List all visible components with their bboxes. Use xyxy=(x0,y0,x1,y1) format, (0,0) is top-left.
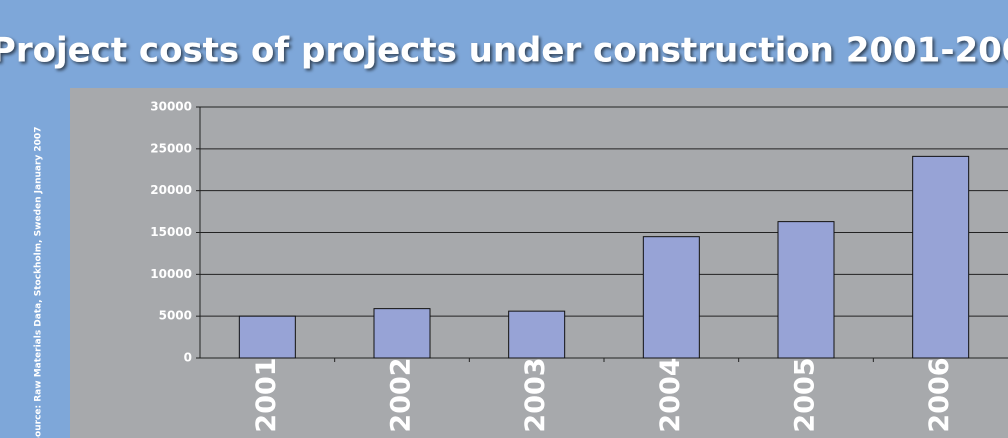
y-tick-label: 10000 xyxy=(150,267,192,281)
bar xyxy=(238,315,296,359)
y-tick-label: 25000 xyxy=(150,141,192,155)
x-tick-label: 2003 xyxy=(520,357,551,432)
y-tick-label: 5000 xyxy=(159,309,192,323)
y-tick-label: 0 xyxy=(184,351,192,365)
plot-area xyxy=(70,88,1008,438)
y-tick-label: 15000 xyxy=(150,225,192,239)
x-tick-label: 2002 xyxy=(386,357,417,432)
x-tick-label: 2001 xyxy=(251,357,282,432)
x-tick-label: 2005 xyxy=(790,357,821,432)
bar xyxy=(912,155,970,359)
bar xyxy=(642,236,700,359)
y-tick-label: 30000 xyxy=(150,100,192,114)
bar xyxy=(777,221,835,359)
x-tick-label: 2006 xyxy=(924,357,955,432)
chart-title: Project costs of projects under construc… xyxy=(0,31,1008,71)
y-tick-label: 20000 xyxy=(150,183,192,197)
source-note: Source: Raw Materials Data, Stockholm, S… xyxy=(34,127,44,438)
bar xyxy=(508,310,566,359)
x-tick-label: 2004 xyxy=(655,357,686,432)
bar xyxy=(373,308,431,359)
